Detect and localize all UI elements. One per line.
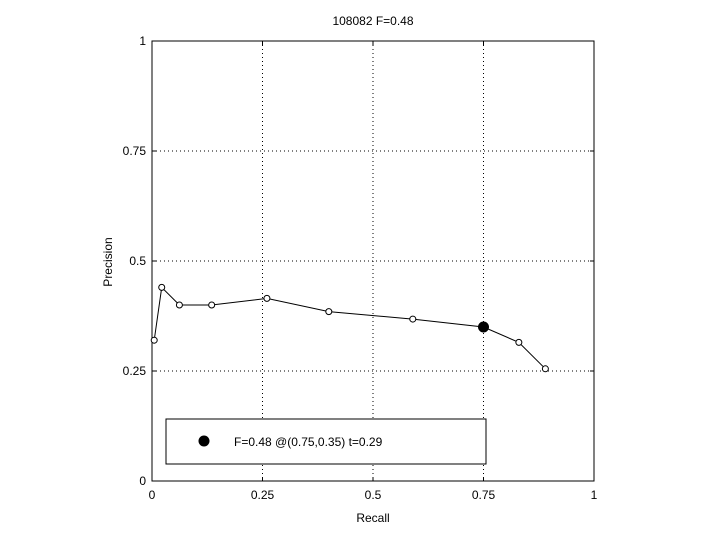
grid [152, 41, 594, 481]
chart-title: 108082 F=0.48 [332, 14, 413, 28]
data-point [158, 283, 166, 291]
y-tick-label: 0 [139, 474, 146, 488]
data-point [515, 338, 523, 346]
x-tick-label: 0 [149, 488, 156, 502]
y-tick-label: 0.5 [129, 254, 146, 268]
legend-box [165, 418, 487, 465]
x-axis-label: Recall [356, 511, 389, 525]
data-point [541, 365, 549, 373]
data-point [175, 301, 183, 309]
data-point [150, 336, 158, 344]
y-tick-label: 1 [139, 34, 146, 48]
x-tick-label: 0.5 [365, 488, 382, 502]
x-tick-label: 1 [591, 488, 598, 502]
y-tick-label: 0.25 [123, 364, 147, 378]
axis-ticks: 0 0.25 0.5 0.75 1 0 0.25 0.5 0.75 1 [123, 34, 598, 502]
legend-marker [198, 435, 210, 447]
best-f-point [478, 321, 489, 333]
y-axis-label: Precision [101, 237, 115, 286]
series-layer [150, 283, 549, 373]
data-point [208, 301, 216, 309]
x-tick-label: 0.75 [472, 488, 496, 502]
legend: F=0.48 @(0.75,0.35) t=0.29 [165, 418, 487, 465]
series-line [153, 286, 546, 370]
y-tick-label: 0.75 [123, 144, 147, 158]
x-tick-label: 0.25 [251, 488, 275, 502]
data-point [263, 294, 271, 302]
data-point [409, 315, 417, 323]
data-point [325, 308, 333, 316]
legend-entry: F=0.48 @(0.75,0.35) t=0.29 [234, 435, 383, 449]
